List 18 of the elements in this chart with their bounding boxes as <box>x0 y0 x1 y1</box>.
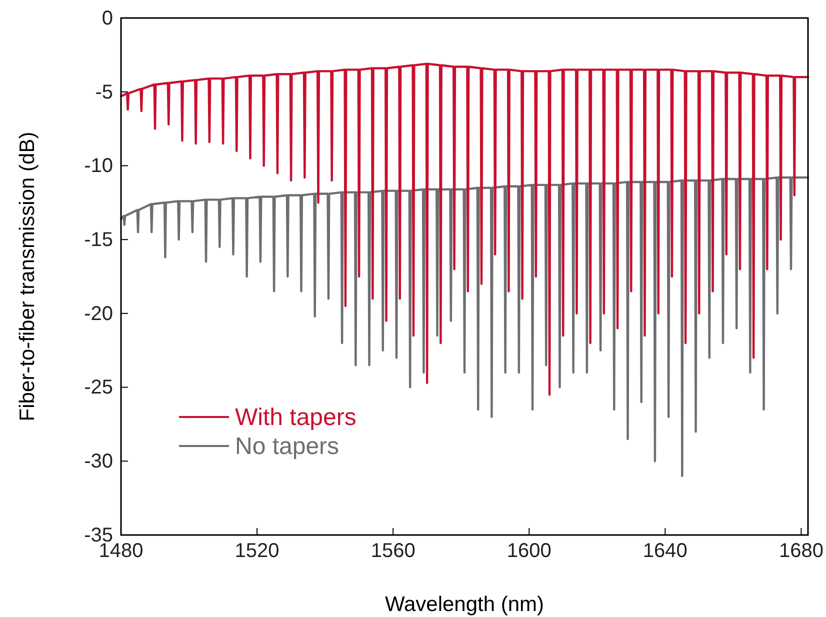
y-axis-title: Fiber-to-fiber transmission (dB) <box>16 132 39 422</box>
x-tick-label: 1520 <box>234 540 280 562</box>
x-tick-label: 1600 <box>506 540 552 562</box>
x-tick-label: 1560 <box>370 540 416 562</box>
line-series <box>120 62 810 396</box>
y-tick-label: -10 <box>84 155 113 178</box>
y-tick-label: -25 <box>84 376 113 399</box>
y-tick-label: -30 <box>84 450 113 473</box>
y-tick-label: -5 <box>95 81 113 104</box>
y-tick-label: 0 <box>102 7 113 30</box>
x-tick-label: 1640 <box>642 540 688 562</box>
y-tick-label: -15 <box>84 228 113 251</box>
legend-label: With tapers <box>235 404 356 431</box>
x-tick-label: 1680 <box>778 540 824 562</box>
x-axis-title: Wavelength (nm) <box>384 593 544 616</box>
y-tick-label: -20 <box>84 302 113 325</box>
line-series <box>120 176 810 478</box>
legend-label: No tapers <box>235 433 340 460</box>
